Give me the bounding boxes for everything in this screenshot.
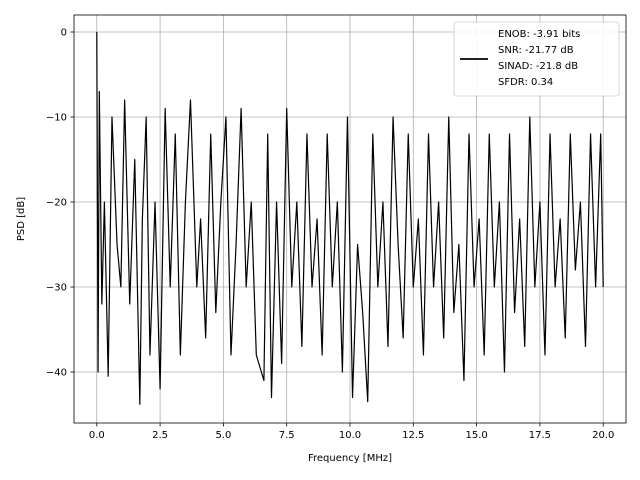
x-tick-label: 0.0 xyxy=(89,430,105,441)
legend: ENOB: -3.91 bits SNR: -21.77 dB SINAD: -… xyxy=(453,21,620,97)
legend-entry-snr: SNR: -21.77 dB xyxy=(498,45,574,56)
legend-box xyxy=(453,21,620,97)
x-tick-label: 20.0 xyxy=(592,430,614,441)
legend-entry-sinad: SINAD: -21.8 dB xyxy=(498,61,578,72)
x-tick-label: 17.5 xyxy=(529,430,551,441)
ticks xyxy=(70,31,604,427)
x-tick-label: 12.5 xyxy=(402,430,424,441)
y-tick-label: −10 xyxy=(46,113,67,124)
y-tick-label: 0 xyxy=(61,28,67,39)
legend-entry-sfdr: SFDR: 0.34 xyxy=(498,77,553,88)
x-tick-label: 10.0 xyxy=(339,430,361,441)
y-tick-label: −30 xyxy=(46,283,67,294)
y-axis-title: PSD [dB] xyxy=(16,197,27,241)
y-tick-label: −20 xyxy=(46,198,67,209)
x-axis-title: Frequency [MHz] xyxy=(308,453,392,464)
psd-series-line xyxy=(96,31,604,405)
plot-frame xyxy=(73,14,627,424)
x-tick-label: 7.5 xyxy=(279,430,295,441)
y-tick-label: −40 xyxy=(46,368,67,379)
tick-labels: 0.0 2.5 5.0 7.5 10.0 12.5 15.0 17.5 20.0 0 −10 −20 −… xyxy=(46,28,614,442)
legend-entry-enob: ENOB: -3.91 bits xyxy=(498,29,580,40)
x-tick-label: 5.0 xyxy=(215,430,231,441)
x-tick-label: 2.5 xyxy=(152,430,168,441)
x-tick-label: 15.0 xyxy=(465,430,487,441)
series-layer xyxy=(96,31,604,405)
